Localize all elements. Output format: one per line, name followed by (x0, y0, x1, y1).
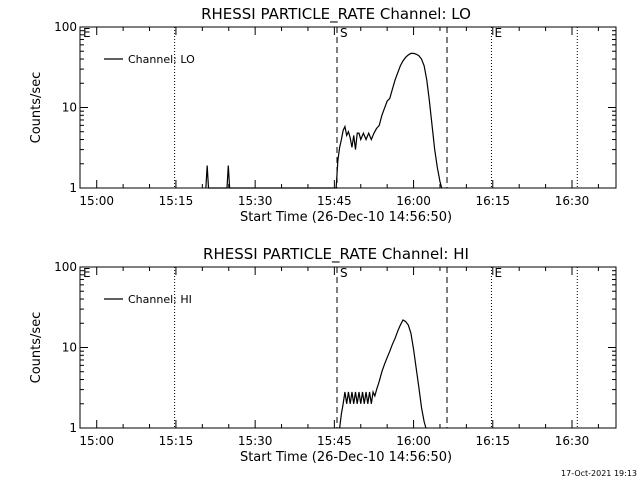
x-tick-label: 15:30 (238, 434, 273, 448)
y-tick-label: 1 (69, 421, 77, 435)
y-tick-label: 100 (54, 20, 77, 34)
y-tick-label: 100 (54, 260, 77, 274)
y-axis-label: Counts/sec (29, 312, 44, 384)
x-tick-label: 15:30 (238, 194, 273, 208)
vline-label: S (340, 266, 348, 280)
x-tick-label: 16:15 (475, 194, 510, 208)
x-axis-label: Start Time (26-Dec-10 14:56:50) (240, 210, 452, 225)
panel-lo: S E E 1 10 100 15:00 15:15 15:30 15:45 16:00 16:15 1… (29, 5, 617, 225)
y-axis-label: Counts/sec (29, 72, 44, 144)
panel-hi: S E E 1 10 100 15:00 15:15 15:30 15:45 16:00 16:15 1… (29, 245, 617, 465)
x-tick-label: 16:00 (396, 434, 431, 448)
x-tick-label: 16:30 (555, 194, 590, 208)
series-line (205, 52, 443, 189)
y-tick-label: 1 (69, 181, 77, 195)
x-tick-label: 15:45 (317, 434, 352, 448)
x-tick-label: 15:15 (159, 434, 194, 448)
chart-title: RHESSI PARTICLE_RATE Channel: HI (203, 245, 469, 264)
footer-timestamp: 17-Oct-2021 19:13 (561, 469, 637, 478)
x-axis-label: Start Time (26-Dec-10 14:56:50) (240, 450, 452, 465)
vline-label: S (340, 26, 348, 40)
vline-label: E (494, 266, 502, 280)
x-tick-label: 16:15 (475, 434, 510, 448)
x-tick-label: 16:30 (555, 434, 590, 448)
x-tick-label: 15:00 (79, 194, 114, 208)
vline-label: E (494, 26, 502, 40)
x-tick-label: 15:00 (79, 434, 114, 448)
plot-frame (79, 266, 617, 429)
plot-frame (79, 26, 617, 189)
y-tick-label: 10 (62, 341, 77, 355)
legend-label: Channel: HI (128, 293, 192, 306)
series-line (339, 319, 427, 429)
x-tick-label: 15:15 (159, 194, 194, 208)
corner-marker: E (83, 266, 91, 280)
x-tick-label: 16:00 (396, 194, 431, 208)
legend-label: Channel: LO (128, 53, 195, 66)
chart-title: RHESSI PARTICLE_RATE Channel: LO (201, 5, 471, 24)
x-tick-label: 15:45 (317, 194, 352, 208)
corner-marker: E (83, 26, 91, 40)
y-tick-label: 10 (62, 101, 77, 115)
